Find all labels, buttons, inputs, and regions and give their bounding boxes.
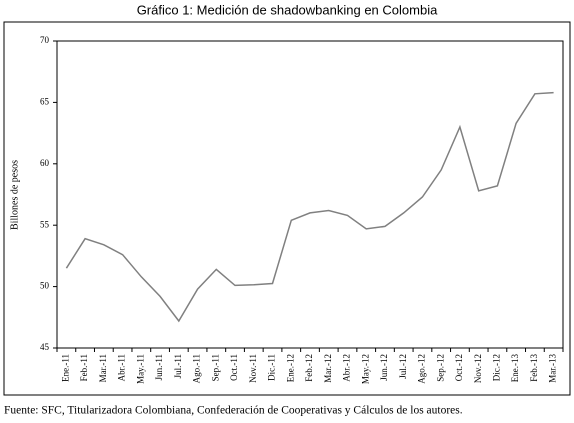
- x-tick-label: Jun.-12: [379, 354, 389, 381]
- x-tick-label: May.-12: [360, 354, 370, 384]
- data-line: [65, 91, 554, 323]
- y-tick-label: 65: [40, 96, 50, 106]
- source-note: Fuente: SFC, Titularizadora Colombiana, …: [4, 405, 463, 417]
- x-tick-label: Ene.-11: [60, 354, 70, 382]
- x-tick-label: Nov.-12: [473, 354, 483, 383]
- y-tick-label: 45: [40, 342, 50, 352]
- x-tick-label: Feb.-12: [304, 354, 314, 382]
- y-tick-label: 55: [40, 219, 50, 229]
- x-tick-label: Ago.-11: [192, 354, 202, 383]
- x-tick-label: Jun.-11: [154, 354, 164, 380]
- x-tick-label: Sep.-12: [435, 354, 445, 382]
- y-tick-label: 70: [40, 35, 50, 45]
- y-axis-label: Billones de pesos: [9, 160, 20, 230]
- x-tick-label: May.-11: [135, 354, 145, 384]
- x-tick-label: Ene.-12: [285, 354, 295, 382]
- y-tick-label: 50: [40, 281, 50, 291]
- x-tick-label: Dic.-11: [267, 354, 277, 381]
- x-tick-label: Sep.-11: [210, 354, 220, 381]
- x-tick-label: Nov.-11: [248, 354, 258, 383]
- x-tick-label: Dic.-12: [491, 354, 501, 381]
- x-tick-label: Mar.-12: [323, 354, 333, 383]
- x-tick-label: Feb.-13: [529, 354, 539, 382]
- x-tick-label: Feb.-11: [79, 354, 89, 381]
- x-tick-label: Abr.-11: [117, 354, 127, 381]
- x-tick-label: Jul.-11: [173, 354, 183, 378]
- y-tick-label: 60: [40, 158, 50, 168]
- chart-title: Gráfico 1: Medición de shadowbanking en …: [137, 2, 438, 17]
- x-tick-label: Oct.-11: [229, 354, 239, 381]
- x-tick-label: Jul.-12: [398, 354, 408, 379]
- x-tick-label: Oct.-12: [454, 354, 464, 381]
- x-tick-label: Mar.-13: [548, 354, 558, 383]
- x-tick-label: Ago.-12: [416, 354, 426, 384]
- plot-area: [56, 40, 564, 349]
- x-tick-label: Ene.-13: [510, 354, 520, 383]
- frame: [3, 21, 571, 396]
- x-tick-label: Abr.-12: [342, 354, 352, 382]
- x-tick-label: Mar.-11: [98, 354, 108, 382]
